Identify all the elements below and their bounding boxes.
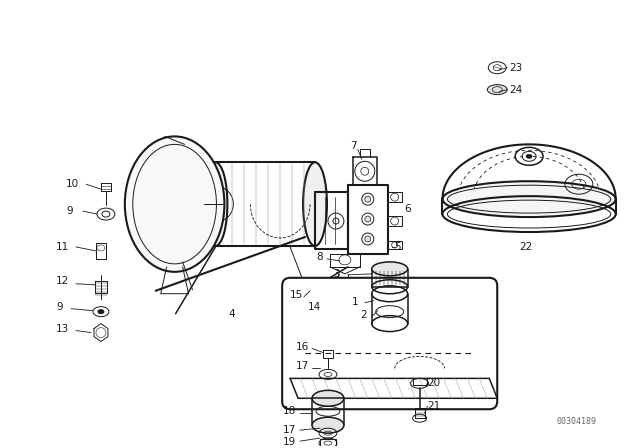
Ellipse shape [365,196,371,202]
Ellipse shape [487,85,507,95]
Text: 00304189: 00304189 [557,417,597,426]
Text: 7: 7 [350,142,356,151]
Text: 12: 12 [56,276,69,286]
Ellipse shape [365,236,371,242]
Text: 23: 23 [509,63,522,73]
Ellipse shape [204,162,227,246]
Text: 5: 5 [395,242,401,252]
Text: 2: 2 [360,310,367,319]
Text: 8: 8 [316,252,323,262]
Text: 22: 22 [519,242,532,252]
Text: 9: 9 [56,302,63,312]
Text: 10: 10 [66,179,79,189]
Ellipse shape [125,136,225,272]
Text: 13: 13 [56,323,69,334]
Ellipse shape [303,162,327,246]
Text: 24: 24 [509,85,522,95]
Text: 16: 16 [296,341,309,352]
Text: 1: 1 [352,297,358,307]
Ellipse shape [442,181,616,217]
Ellipse shape [372,262,408,276]
Text: 6: 6 [404,204,412,214]
Text: 18: 18 [283,406,296,416]
Text: 17: 17 [296,362,309,371]
Ellipse shape [312,417,344,433]
Ellipse shape [312,390,344,406]
Polygon shape [308,283,377,319]
Text: 19: 19 [283,437,296,447]
Text: 21: 21 [428,401,441,411]
Ellipse shape [526,154,532,158]
Text: 3: 3 [333,269,340,279]
Text: 11: 11 [56,242,69,252]
Text: 14: 14 [308,302,321,312]
Ellipse shape [98,310,104,314]
Ellipse shape [365,216,371,222]
Text: 4: 4 [228,309,235,319]
Text: 15: 15 [290,290,303,300]
Text: 20: 20 [428,379,441,388]
Text: 17: 17 [283,425,296,435]
FancyBboxPatch shape [282,278,497,409]
Text: 9: 9 [66,206,73,216]
